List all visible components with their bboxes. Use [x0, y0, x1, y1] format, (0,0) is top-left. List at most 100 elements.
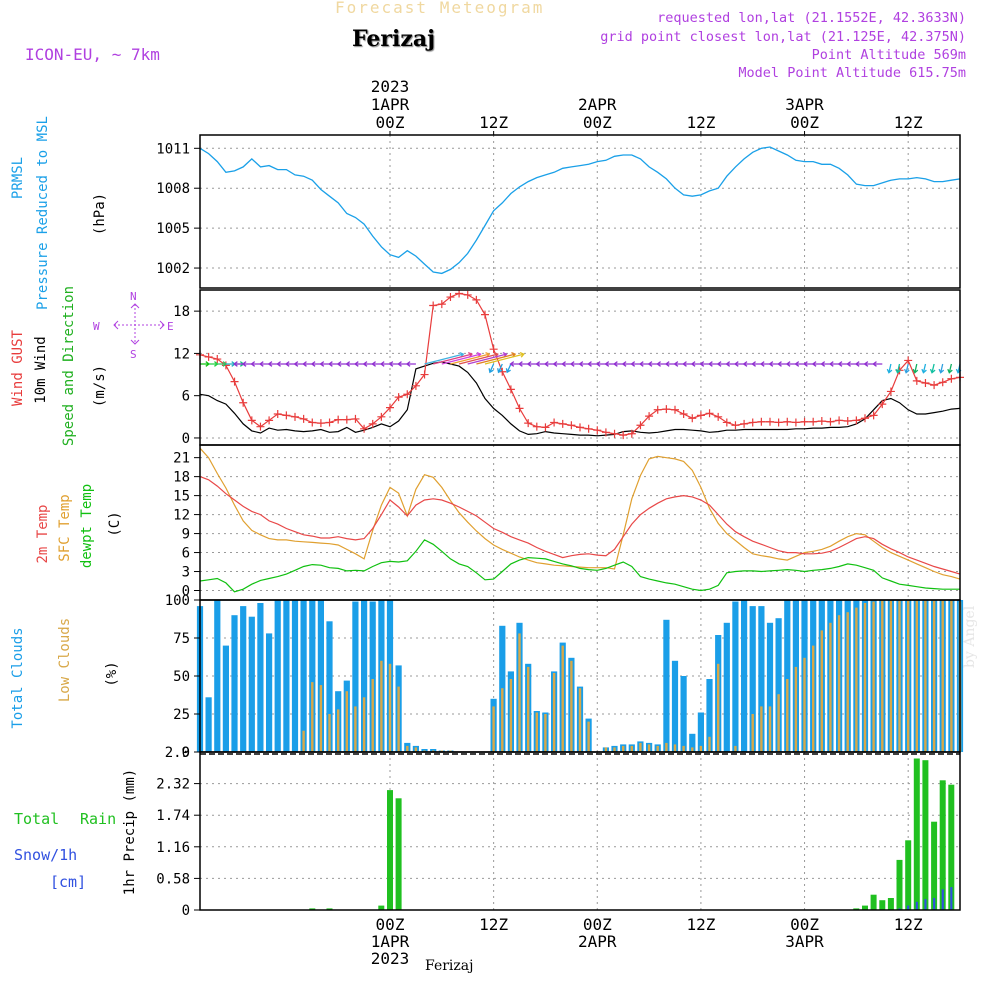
rain-bar	[309, 908, 316, 910]
rain-bar	[939, 780, 946, 910]
gust-marker	[679, 410, 688, 418]
total-cloud-bar	[749, 606, 756, 752]
y-tick-label: 0	[182, 745, 190, 761]
total-cloud-bar	[266, 633, 273, 752]
low-cloud-bar	[768, 706, 772, 752]
gust-marker	[360, 424, 369, 433]
low-cloud-bar	[604, 747, 608, 752]
gust-marker	[463, 290, 472, 299]
total-cloud-bar	[205, 697, 212, 752]
total-cloud-bar	[352, 601, 359, 752]
gust-marker	[239, 398, 248, 407]
snow-bar	[933, 898, 936, 910]
low-cloud-bar	[622, 745, 625, 752]
low-cloud-bar	[932, 600, 936, 752]
total-cloud-bar	[671, 660, 679, 752]
gust-marker	[878, 400, 887, 409]
y-tick-label: 15	[173, 489, 190, 505]
gust-marker	[515, 404, 524, 413]
y-tick-label: 25	[173, 707, 190, 723]
sfc-temp-line	[199, 447, 961, 580]
gust-marker	[938, 378, 947, 387]
time-label-top: 12Z	[479, 113, 508, 132]
pressure-line	[199, 146, 961, 275]
time-label-bottom: 00Z	[790, 915, 819, 934]
gust-marker	[541, 423, 550, 432]
snow-bar	[950, 887, 953, 910]
gust-marker	[247, 416, 256, 425]
gust-marker	[593, 426, 602, 435]
y-tick-label: 0	[182, 584, 190, 600]
rain-bar	[395, 798, 402, 910]
low-cloud-bar	[682, 745, 685, 752]
wind-direction-arrow	[276, 361, 287, 367]
total-cloud-bar	[741, 600, 748, 752]
gust-marker	[291, 412, 299, 421]
footer-location: Ferizaj	[425, 958, 474, 974]
snow-unit-label: [cm]	[50, 873, 87, 891]
gust-marker	[601, 428, 610, 437]
total-rain-label-1: Total	[14, 810, 60, 828]
credit-watermark: by Angel	[962, 605, 978, 668]
wind-direction-arrow	[777, 361, 788, 367]
compass-w: W	[93, 320, 100, 333]
wind-direction-arrow	[742, 361, 753, 367]
compass-e: E	[167, 320, 174, 333]
wind-direction-arrow	[725, 361, 736, 367]
y-tick-label: 18	[173, 470, 190, 486]
low-cloud-bar	[907, 600, 910, 752]
compass-s: S	[130, 348, 137, 361]
wind-direction-arrow	[293, 361, 304, 367]
low-cloud-bar	[881, 600, 884, 752]
rain-bar	[853, 908, 860, 910]
snow-label: Snow/1h	[14, 846, 78, 864]
gust-marker	[869, 411, 878, 420]
wind-direction-arrow	[886, 363, 893, 374]
low-cloud-bar	[915, 600, 918, 752]
gust-marker	[213, 355, 222, 364]
low-cloud-bar	[708, 736, 711, 752]
wind-direction-arrow	[267, 361, 278, 367]
wind-direction-arrow	[895, 363, 901, 374]
rain-bar	[378, 905, 385, 910]
wind-direction-arrow	[200, 361, 211, 367]
gust-marker	[446, 293, 455, 302]
y-tick-label: 12	[173, 346, 190, 362]
rain-bar	[387, 790, 393, 910]
time-label-bottom: 1APR	[371, 932, 410, 951]
y-tick-label: 1.16	[156, 840, 190, 856]
wind-direction-arrow	[578, 361, 589, 367]
gust-marker	[835, 416, 844, 425]
gust-marker	[282, 411, 291, 420]
low-cloud-bar	[837, 615, 841, 752]
time-label-top: 00Z	[376, 113, 405, 132]
gust-marker	[567, 421, 576, 430]
grid-coords: grid point closest lon,lat (21.125E, 42.…	[600, 29, 966, 45]
total-cloud-bar	[257, 603, 264, 752]
dewpoint-line	[199, 539, 960, 593]
gust-marker	[532, 422, 541, 431]
gust-marker	[791, 418, 800, 427]
time-label-bottom: 12Z	[479, 915, 508, 934]
compass-n: N	[130, 290, 137, 303]
y-tick-label: 75	[173, 631, 190, 647]
gust-marker	[265, 416, 274, 425]
low-cloud-bar	[587, 721, 590, 752]
rain-bar	[931, 821, 938, 910]
low-cloud-bar	[613, 747, 616, 752]
model-label: ICON-EU, ~ 7km	[25, 45, 160, 64]
gust-marker	[342, 415, 351, 424]
y-tick-label: 21	[173, 451, 190, 467]
gust-marker	[843, 417, 852, 426]
gust-marker	[705, 409, 714, 418]
rain-bar	[913, 758, 920, 910]
wind-direction-arrow	[319, 361, 330, 367]
gust-marker	[817, 417, 826, 426]
gust-marker	[904, 356, 913, 365]
time-label-top: 2APR	[578, 95, 617, 114]
gust-marker	[299, 414, 308, 423]
wind-direction-arrow	[526, 361, 537, 367]
wind-direction-arrow	[846, 361, 857, 367]
low-cloud-bar	[760, 706, 763, 752]
snow-bar	[924, 899, 927, 910]
